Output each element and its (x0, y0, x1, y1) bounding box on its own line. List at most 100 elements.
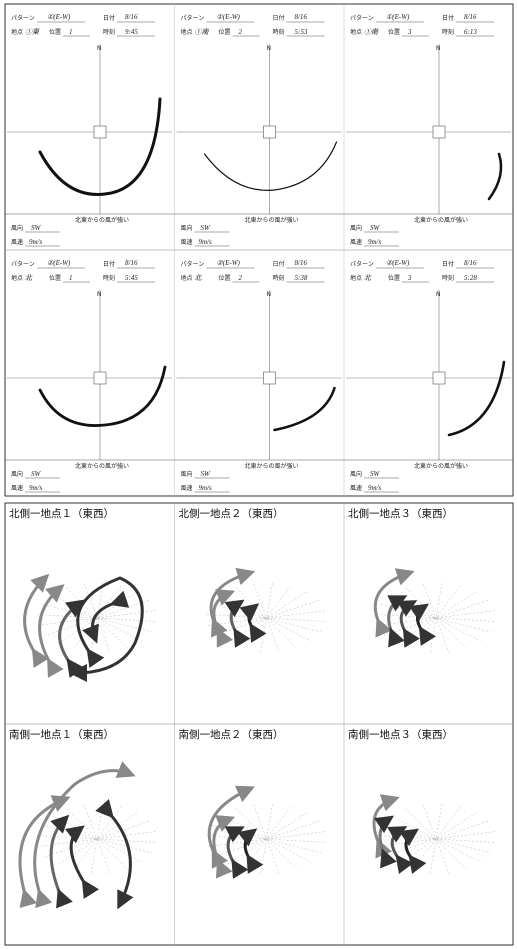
wind-speed-value: 9m/s (368, 238, 382, 246)
wind-ray (242, 807, 290, 871)
form-label: 風向 (350, 224, 362, 232)
wind-dir-value: SW (201, 224, 212, 232)
site-value: 北 (195, 274, 203, 282)
form-label: パターン (11, 14, 35, 22)
form-label: 日付 (103, 260, 115, 268)
note: 北東からの風が強い (75, 462, 129, 470)
wind-ray (412, 586, 460, 650)
wind-dir-value: SW (31, 224, 42, 232)
trace (489, 154, 501, 199)
form-label: パターン (181, 260, 205, 268)
wind-dir-value: SW (31, 470, 42, 478)
north-label: N (267, 45, 272, 52)
form-label: 風速 (181, 239, 193, 246)
site-value: 北 (25, 274, 33, 282)
date-value: 8/16 (464, 13, 477, 21)
note: 北東からの風が強い (414, 216, 468, 224)
flow-arrow (35, 771, 130, 894)
form-label: 位置 (219, 28, 231, 36)
panel-label: 南側一地点２（東西） (179, 728, 284, 741)
trace (275, 388, 335, 430)
position-value: 2 (239, 274, 243, 282)
form-label: 日付 (442, 14, 454, 22)
position-value: 2 (239, 28, 243, 36)
center-box (264, 372, 276, 384)
center-box (94, 372, 106, 384)
wind-dir-value: SW (370, 224, 381, 232)
center-box (433, 126, 445, 138)
form-label: 地点 (11, 28, 23, 36)
pattern-value: ②(E-W) (217, 259, 241, 267)
wind-speed-value: 9m/s (368, 484, 382, 492)
flow-arrow (40, 588, 60, 663)
form-label: 地点 (11, 274, 23, 282)
form-label: 風向 (181, 224, 193, 232)
form-label: 地点 (350, 28, 362, 36)
flow-arrow (228, 829, 239, 864)
flow-arrow (245, 832, 252, 859)
pattern-value: ①(E-W) (47, 13, 71, 21)
flow-arrow (20, 799, 65, 894)
flow-arrow (249, 607, 255, 628)
form-label: パターン (181, 14, 205, 22)
scan: パターン①(E-W)日付8/16地点①東位置1時刻9:45N北東からの風が強い風… (0, 0, 517, 949)
north-label: N (436, 45, 441, 52)
form-label: 時刻 (442, 274, 454, 282)
flow-arrow (417, 607, 424, 631)
note: 北東からの風が強い (245, 462, 299, 470)
form-label: 時刻 (103, 274, 115, 282)
trace (205, 142, 337, 190)
wind-dir-value: SW (370, 470, 381, 478)
form-label: 風速 (11, 485, 23, 492)
form-label: 風速 (181, 485, 193, 492)
form-label: 日付 (103, 14, 115, 22)
panel-label: 北側一地点１（東西） (9, 507, 114, 520)
wind-speed-value: 9m/s (199, 238, 213, 246)
position-value: 3 (407, 28, 412, 36)
date-value: 8/16 (125, 259, 138, 267)
form-label: 日付 (442, 260, 454, 268)
flow-arrow (60, 603, 80, 663)
form-label: パターン (350, 14, 374, 22)
flow-arrow (231, 603, 239, 633)
trace (449, 362, 504, 435)
position-value: 3 (407, 274, 412, 282)
panel-label: 北側一地点３（東西） (348, 507, 453, 520)
form-label: 位置 (49, 274, 61, 282)
date-value: 8/16 (464, 259, 477, 267)
time-value: 5:28 (464, 274, 477, 282)
pattern-value: ②(E-W) (386, 259, 410, 267)
flow-arrow (380, 819, 389, 854)
site-value: ①南 (364, 28, 379, 36)
north-label: N (267, 291, 272, 298)
time-value: 9:45 (125, 28, 138, 36)
wind-ray (45, 821, 149, 856)
form-label: 地点 (350, 274, 362, 282)
date-value: 8/16 (295, 13, 308, 21)
note: 北東からの風が強い (75, 216, 129, 224)
date-value: 8/16 (125, 13, 138, 21)
form-label: 地点 (181, 28, 193, 36)
form-label: 日付 (273, 14, 285, 22)
form-label: 風速 (350, 239, 362, 246)
pattern-value: ②(E-W) (47, 259, 71, 267)
center-box (94, 126, 106, 138)
flow-arrow (110, 814, 130, 904)
north-label: N (97, 45, 102, 52)
flow-arrow (406, 832, 414, 859)
form-label: パターン (11, 260, 35, 268)
note: 北東からの風が強い (414, 462, 468, 470)
pattern-value: ①(E-W) (217, 13, 241, 21)
pattern-value: ①(E-W) (386, 13, 410, 21)
form-label: 時刻 (273, 28, 285, 36)
form-label: 時刻 (442, 28, 454, 36)
site-value: ①南 (195, 28, 210, 36)
flow-arrow (401, 603, 412, 633)
note: 北東からの風が強い (245, 216, 299, 224)
position-value: 1 (69, 274, 73, 282)
wind-ray (412, 807, 460, 871)
form-label: 風向 (11, 224, 23, 232)
page: パターン①(E-W)日付8/16地点①東位置1時刻9:45N北東からの風が強い風… (0, 0, 517, 949)
wind-speed-value: 9m/s (199, 484, 213, 492)
form-label: 風向 (350, 470, 362, 478)
